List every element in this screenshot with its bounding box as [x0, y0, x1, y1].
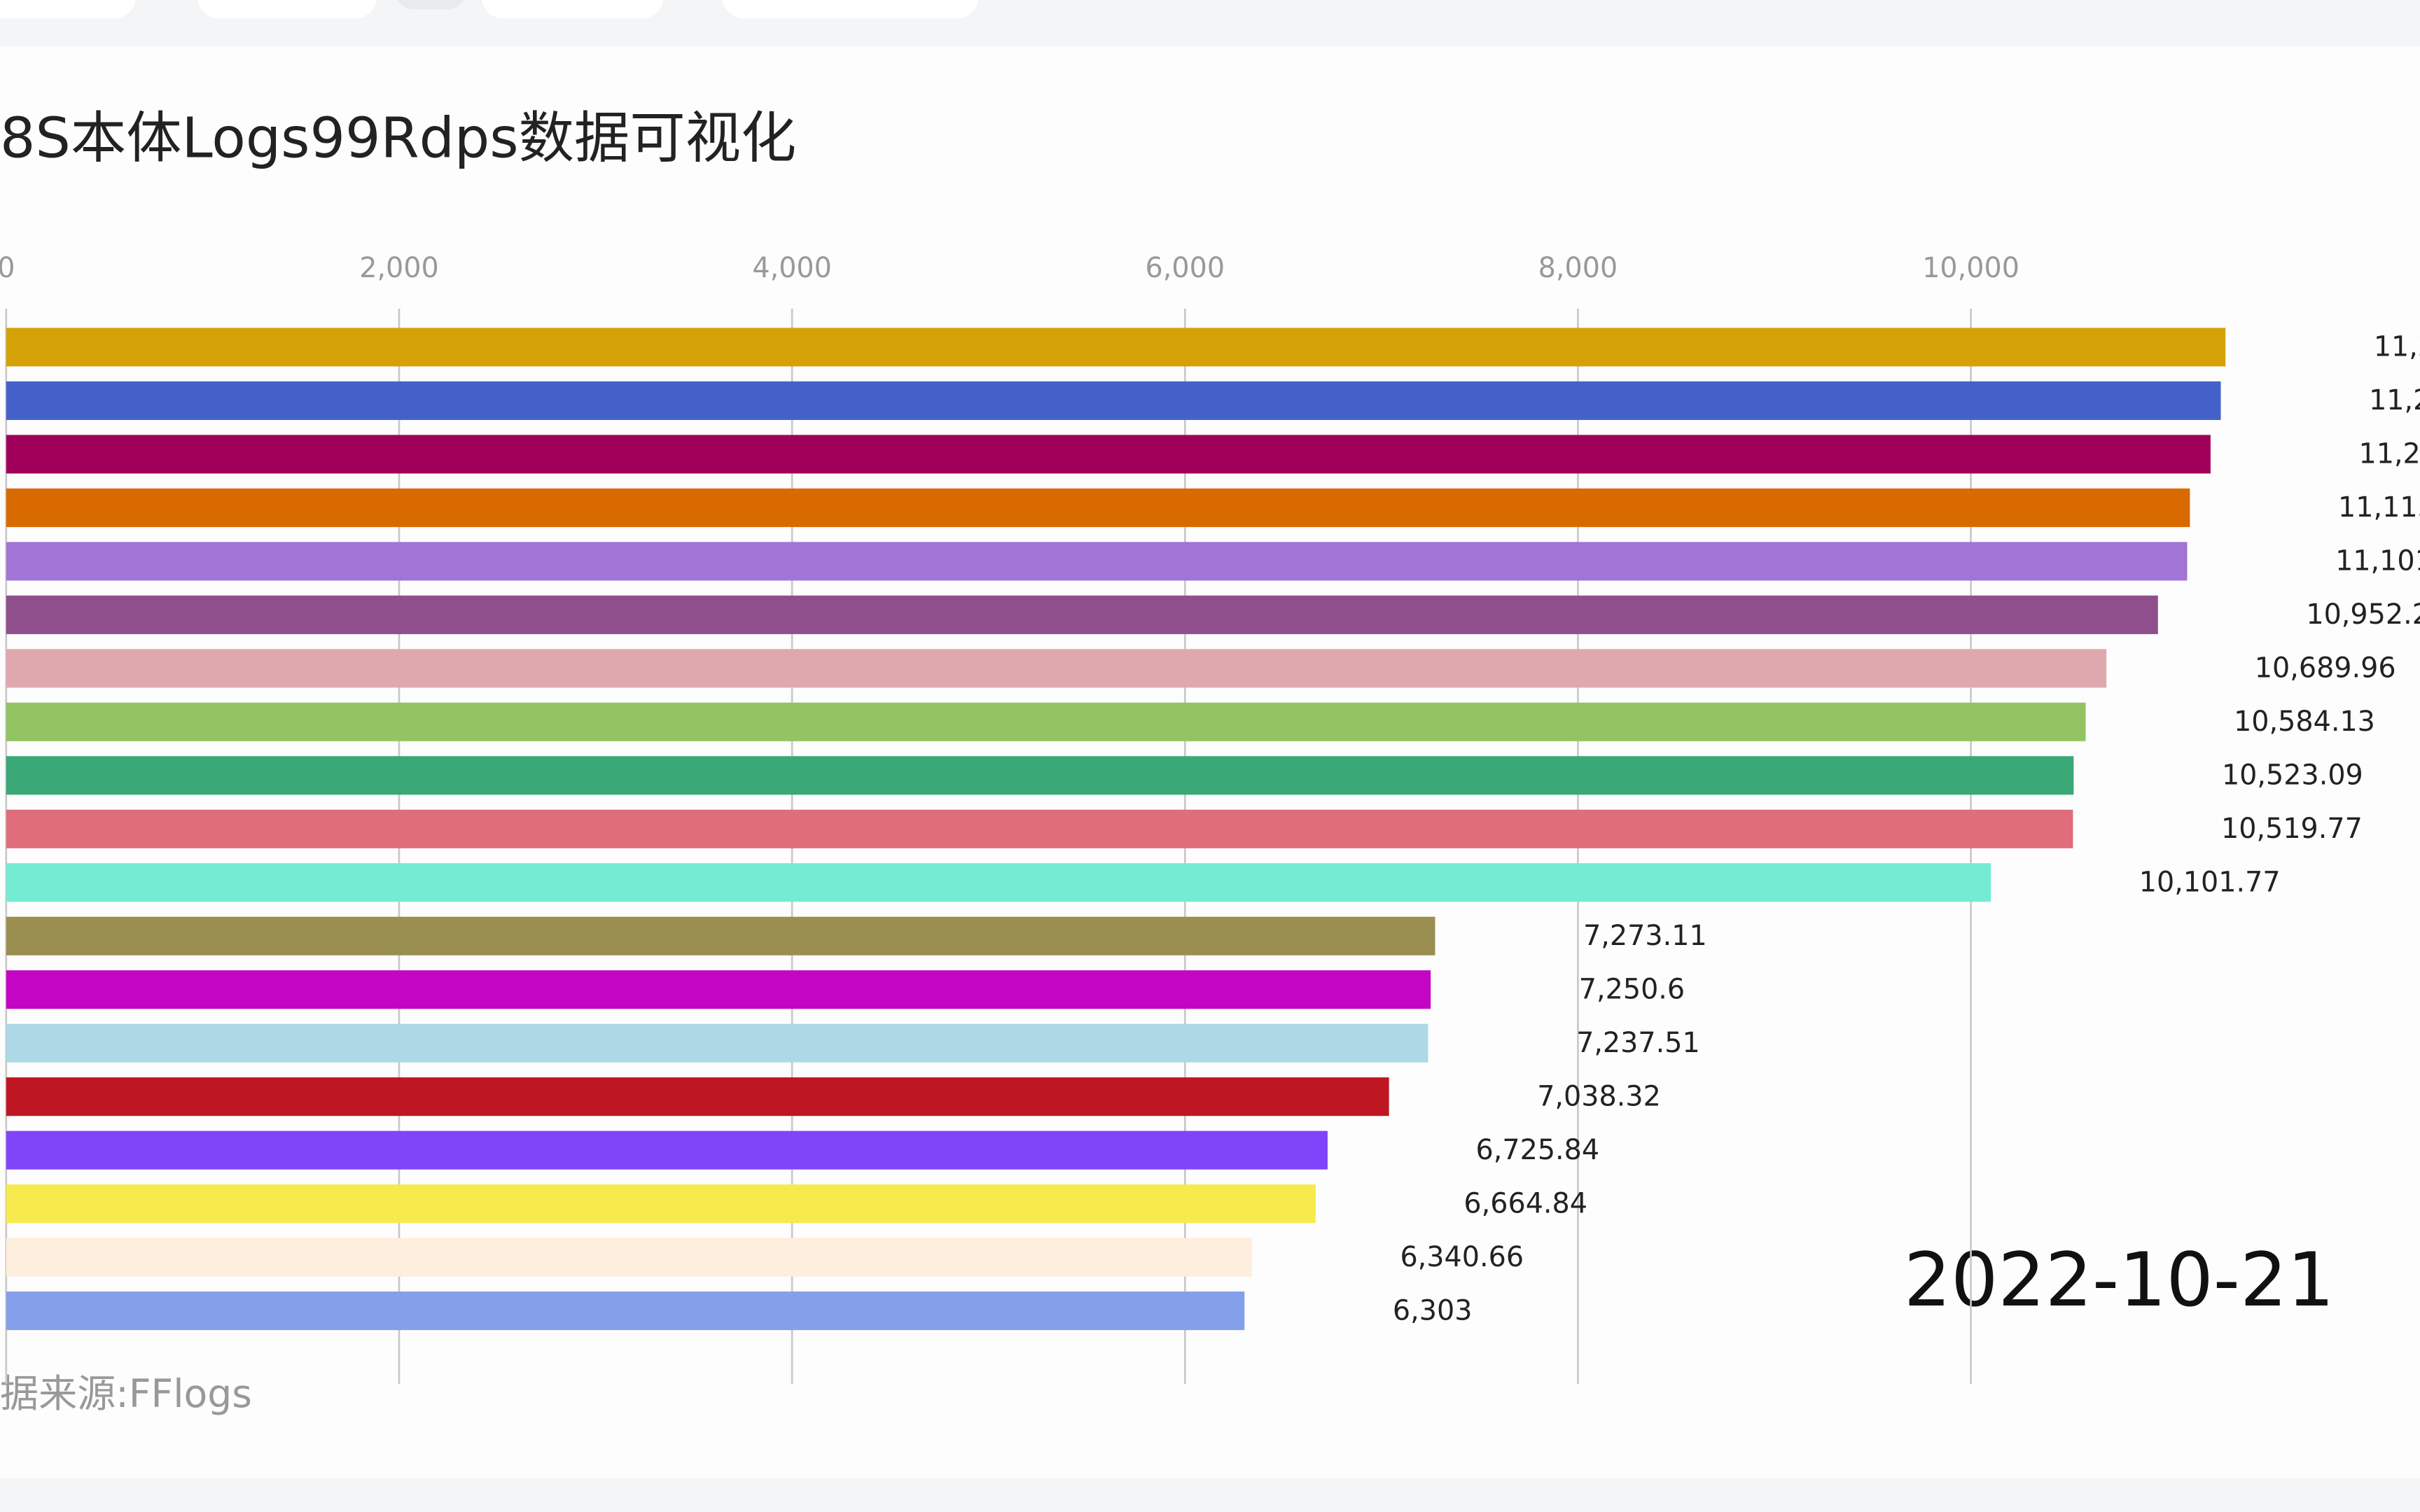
bar: [6, 863, 1991, 902]
tab[interactable]: [197, 0, 377, 19]
value-label: 6,303: [1393, 1294, 1473, 1326]
value-label: 7,273.11: [1583, 920, 1707, 952]
source-note: 据来源:FFlogs: [0, 1371, 252, 1416]
bar: [6, 1292, 1245, 1331]
bar: [6, 542, 2188, 581]
value-label: 10,519.77: [2221, 813, 2363, 845]
x-tick-label: 8,000: [1538, 252, 1618, 284]
bar: [6, 435, 2211, 474]
value-label: 7,237.51: [1576, 1027, 1700, 1059]
bar: [6, 1077, 1389, 1116]
value-label: 6,340.66: [1400, 1241, 1524, 1273]
bar: [6, 1023, 1428, 1063]
date-label: 2022-10-21: [1904, 1237, 2335, 1323]
bar: [6, 916, 1435, 955]
bar: [6, 649, 2107, 688]
value-label: 11,115: [2338, 491, 2420, 524]
x-tick-label: 0: [0, 252, 15, 284]
bar: [6, 1184, 1316, 1224]
plot: 0 2,000 4,000 6,000 8,000 10,000 11,296 11,272 1…: [0, 252, 2420, 1385]
bar: [6, 756, 2074, 795]
value-label: 11,220: [2358, 438, 2420, 470]
value-label: 10,952.2: [2306, 598, 2420, 631]
value-label: 10,689.96: [2255, 652, 2396, 685]
bar: [6, 1130, 1328, 1170]
value-label: 11,101: [2335, 545, 2420, 578]
tab[interactable]: [395, 0, 466, 10]
value-label: 11,272: [2369, 384, 2420, 416]
x-tick-label: 4,000: [752, 252, 832, 284]
x-tick-label: 2,000: [359, 252, 439, 284]
value-label: 7,250.6: [1579, 973, 1685, 1005]
tab[interactable]: [0, 0, 136, 19]
bar: [6, 1238, 1252, 1277]
bar: [6, 809, 2073, 848]
value-label: 10,523.09: [2222, 759, 2363, 791]
bar: [6, 381, 2221, 420]
tab[interactable]: [481, 0, 664, 19]
value-label: 10,101.77: [2139, 866, 2281, 898]
x-tick-label: 6,000: [1146, 252, 1225, 284]
bar: [6, 488, 2190, 527]
value-label: 6,664.84: [1463, 1187, 1587, 1219]
value-label: 10,584.13: [2234, 706, 2375, 738]
value-label: 7,038.32: [1537, 1080, 1661, 1112]
tab[interactable]: [722, 0, 979, 19]
value-label: 11,296: [2374, 331, 2420, 363]
bar: [6, 702, 2086, 741]
bar: [6, 970, 1431, 1009]
value-label: 6,725.84: [1476, 1134, 1600, 1166]
chart-title: 8S本体Logs99Rdps数据可视化: [0, 106, 796, 171]
bar: [6, 328, 2226, 367]
x-tick-label: 10,000: [1922, 252, 2019, 284]
bar: [6, 595, 2158, 634]
